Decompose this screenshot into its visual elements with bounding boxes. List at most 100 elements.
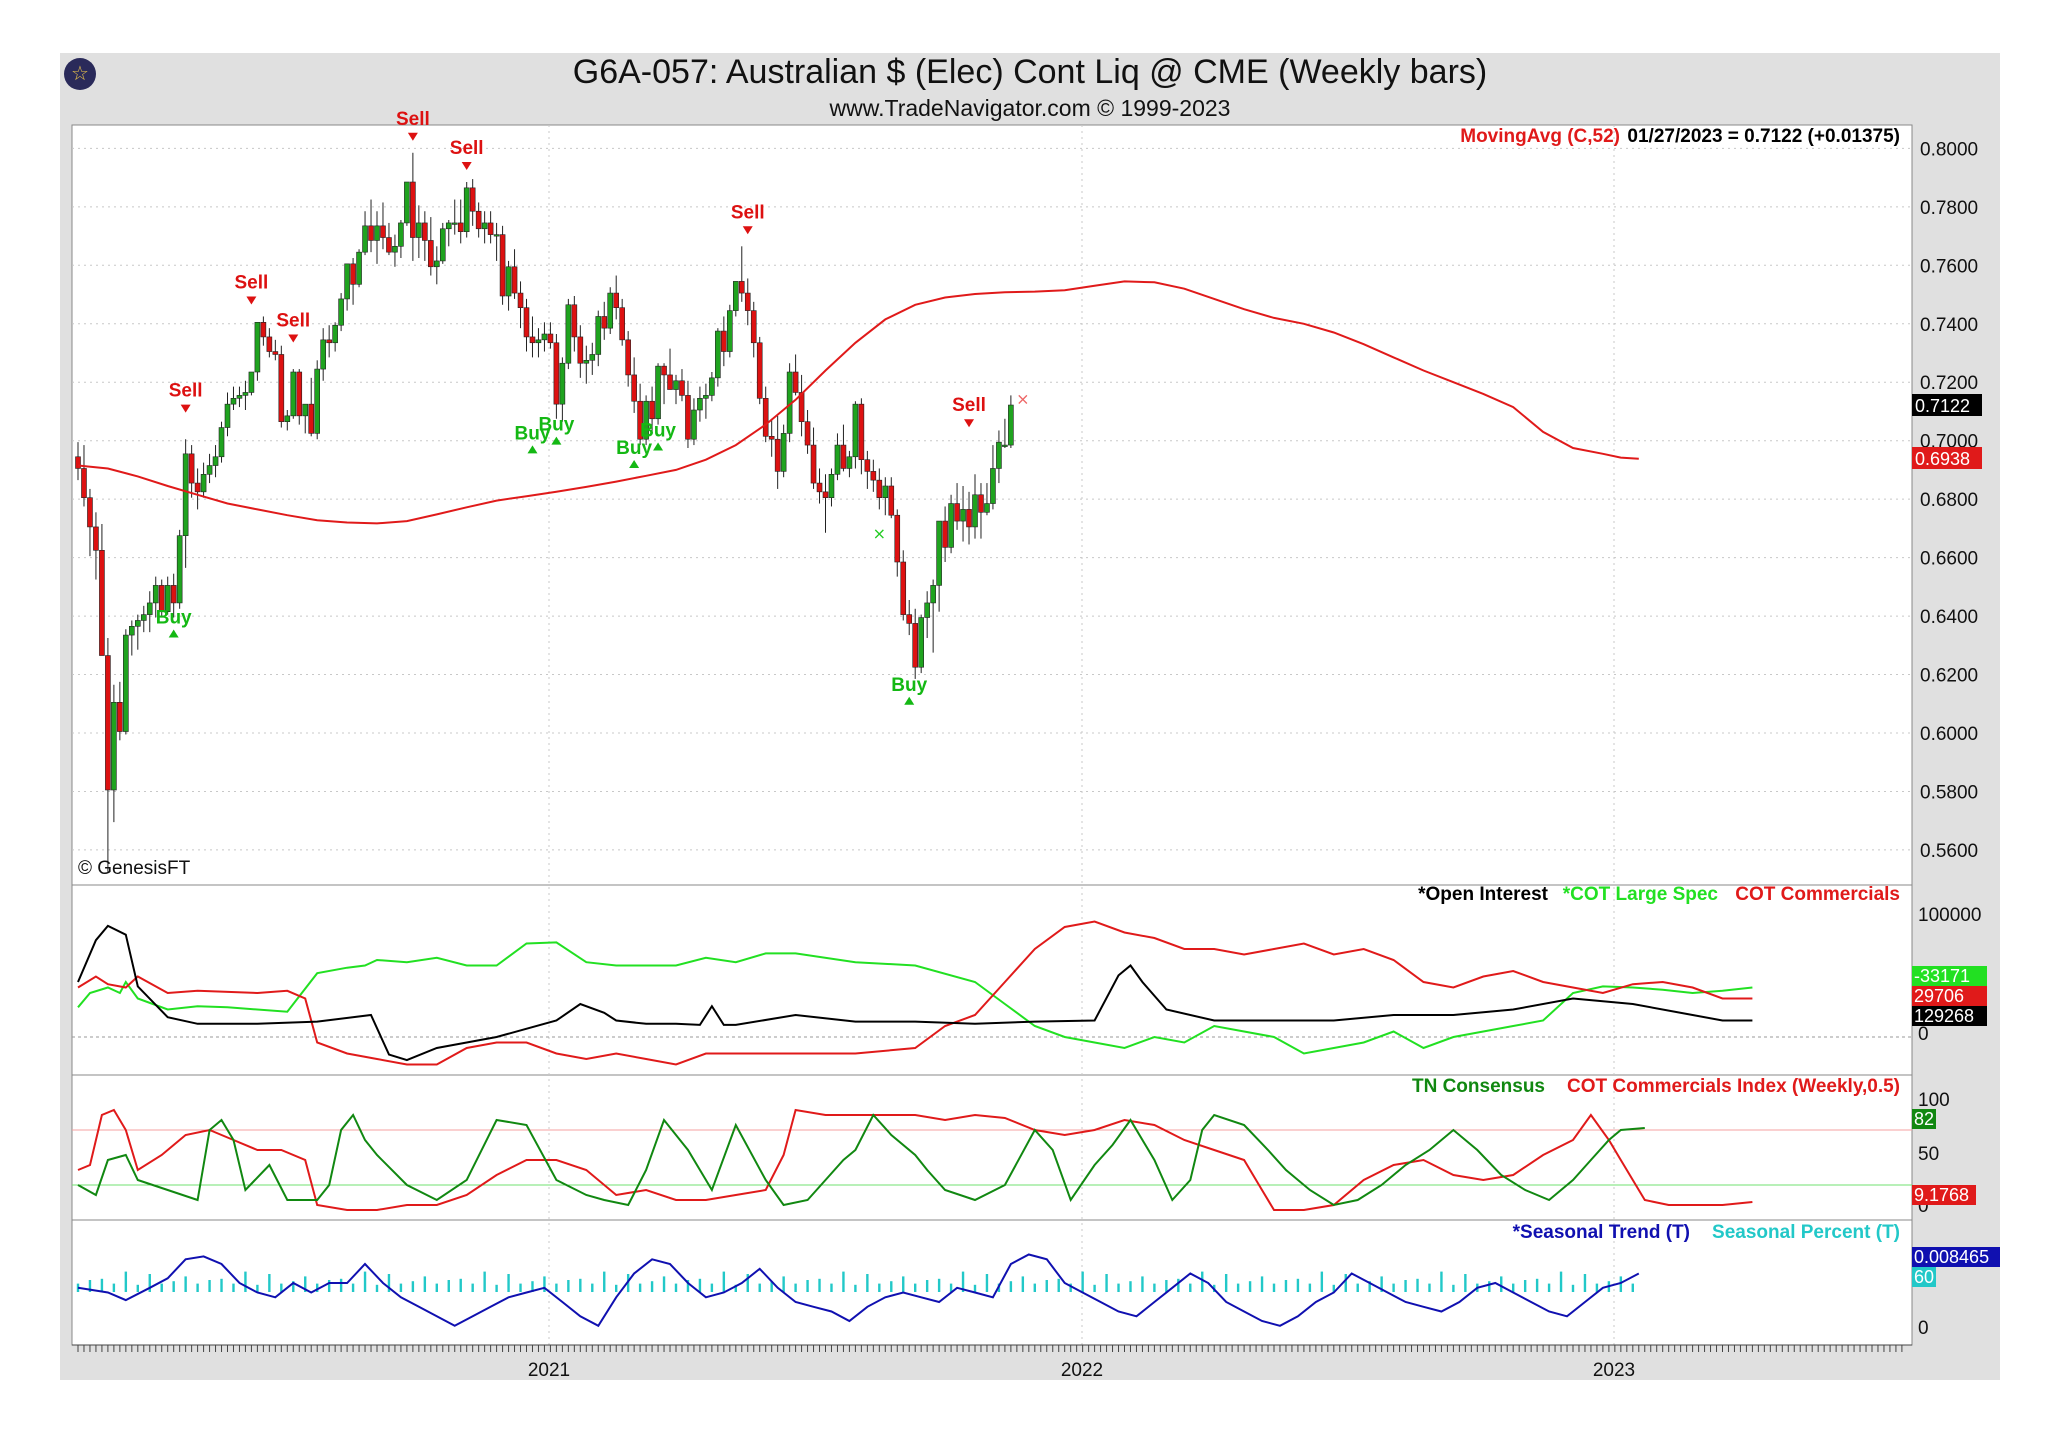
seasonal-percent-bar — [363, 1271, 367, 1292]
candle-body — [840, 444, 847, 469]
consensus-index-tag: 9.1768 — [1914, 1185, 1969, 1205]
seasonal-lines — [76, 1253, 1640, 1328]
consensus-lines — [72, 1108, 1912, 1211]
candle-body — [129, 626, 135, 636]
seasonal-percent-bar — [1488, 1281, 1491, 1292]
candle-body — [75, 456, 81, 469]
candle-body — [535, 339, 542, 344]
candle-body — [655, 365, 661, 420]
seasonal-percent-bar — [710, 1283, 714, 1292]
candle-body — [768, 436, 775, 440]
candle-body — [966, 509, 972, 528]
candle-body — [1002, 444, 1008, 447]
candle-body — [224, 403, 231, 428]
seasonal-percent-bar — [160, 1283, 163, 1292]
seasonal-percent-bar — [172, 1281, 175, 1292]
candle-body — [697, 398, 703, 411]
candle-body — [583, 360, 590, 364]
buy-arrow-icon — [904, 696, 915, 705]
candle-body — [577, 336, 584, 364]
candle-body — [942, 520, 948, 548]
candle-body — [410, 181, 416, 238]
seasonal-percent-bar — [818, 1278, 821, 1292]
seasonal-percent-bar — [375, 1284, 379, 1292]
candle-body — [188, 453, 195, 484]
price-tick-label: 0.5600 — [1920, 841, 1978, 862]
seasonal-percent-bar — [1129, 1281, 1132, 1292]
sell-signal-label: Sell — [169, 381, 203, 402]
seasonal-trend-line — [77, 1253, 1640, 1328]
moving-average-line — [77, 280, 1639, 525]
candle-body — [744, 292, 751, 311]
candle-body — [469, 187, 476, 212]
seasonal-percent-bar — [794, 1283, 797, 1292]
seasonal-percent-bar — [531, 1281, 534, 1292]
consensus-tn-tag-bg — [1912, 1109, 1936, 1129]
sell-arrow-icon — [742, 226, 753, 235]
seasonal-legend-trend: *Seasonal Trend (T) — [1513, 1222, 1690, 1243]
seasonal-percent-bar — [686, 1280, 690, 1292]
candle-body — [846, 456, 853, 469]
seasonal-percent-bar — [483, 1271, 486, 1292]
candle-body — [99, 550, 105, 656]
candle-body — [362, 225, 368, 253]
candle-body — [619, 307, 625, 341]
seasonal-percent-bar — [1296, 1278, 1300, 1292]
candle-body — [278, 354, 285, 422]
candle-body — [607, 292, 614, 329]
candle-body — [523, 307, 530, 338]
seasonal-percent-bar — [268, 1274, 271, 1292]
large-spec-line — [77, 941, 1753, 1055]
price-y-axis: 0.80000.78000.76000.74000.72000.70000.68… — [1920, 139, 1978, 862]
price-tick-label: 0.7600 — [1920, 256, 1978, 277]
candle-body — [792, 371, 799, 393]
cot-ytick-100000: 100000 — [1918, 905, 1981, 926]
candle-body — [152, 585, 159, 604]
seasonal-percent-tag-bg — [1912, 1267, 1936, 1287]
seasonal-percent-bar — [1320, 1271, 1324, 1292]
candle-body — [589, 354, 596, 361]
sell-arrow-icon — [964, 419, 975, 428]
seasonal-percent-bar — [100, 1278, 104, 1292]
seasonal-percent-bar — [925, 1280, 929, 1292]
last-price-tag: 0.7122 — [1915, 396, 1970, 416]
candle-body — [135, 620, 141, 627]
x-mark-icon: × — [873, 524, 886, 543]
seasonal-percent-bar — [1559, 1271, 1563, 1292]
seasonal-percent-bar — [1021, 1276, 1025, 1292]
candle-body — [194, 482, 201, 493]
price-tick-label: 0.7200 — [1920, 373, 1978, 394]
candle-body — [105, 655, 111, 791]
seasonal-percent-bar — [1535, 1278, 1539, 1292]
seasonal-percent-bar — [1224, 1274, 1228, 1292]
candle-body — [284, 415, 291, 422]
candle-body — [673, 380, 679, 390]
seasonal-percent-bar — [1081, 1271, 1084, 1292]
seasonal-percent-bar — [1631, 1283, 1634, 1292]
cot-panel — [71, 884, 1913, 1076]
price-legend-label: MovingAvg (C,52) — [1460, 126, 1620, 147]
candle-body — [338, 298, 344, 326]
seasonal-percent-bar — [1392, 1283, 1395, 1292]
seasonal-percent-bar — [351, 1283, 355, 1292]
buy-arrow-icon — [168, 629, 179, 638]
seasonal-percent-bar — [1500, 1276, 1503, 1292]
candle-body — [499, 234, 506, 297]
sell-signal-label: Sell — [235, 272, 269, 293]
seasonal-percent-bar — [387, 1274, 391, 1292]
candle-body — [529, 336, 536, 344]
candle-body — [691, 409, 697, 440]
consensus-legend-index: COT Commercials Index (Weekly,0.5) — [1567, 1076, 1900, 1097]
seasonal-percent-bar — [244, 1271, 247, 1292]
candle-body — [547, 333, 554, 344]
price-tick-label: 0.6800 — [1920, 490, 1978, 511]
candle-body — [451, 222, 458, 225]
cot-oi-tag-bg — [1912, 1006, 1987, 1026]
seasonal-percent-bar — [782, 1276, 785, 1292]
candle-body — [774, 438, 781, 472]
sell-signal-label: Sell — [396, 109, 430, 130]
candle-body — [541, 333, 548, 341]
seasonal-percent-bar — [507, 1274, 510, 1292]
candle-body — [326, 339, 332, 344]
seasonal-percent-bar — [292, 1281, 295, 1292]
